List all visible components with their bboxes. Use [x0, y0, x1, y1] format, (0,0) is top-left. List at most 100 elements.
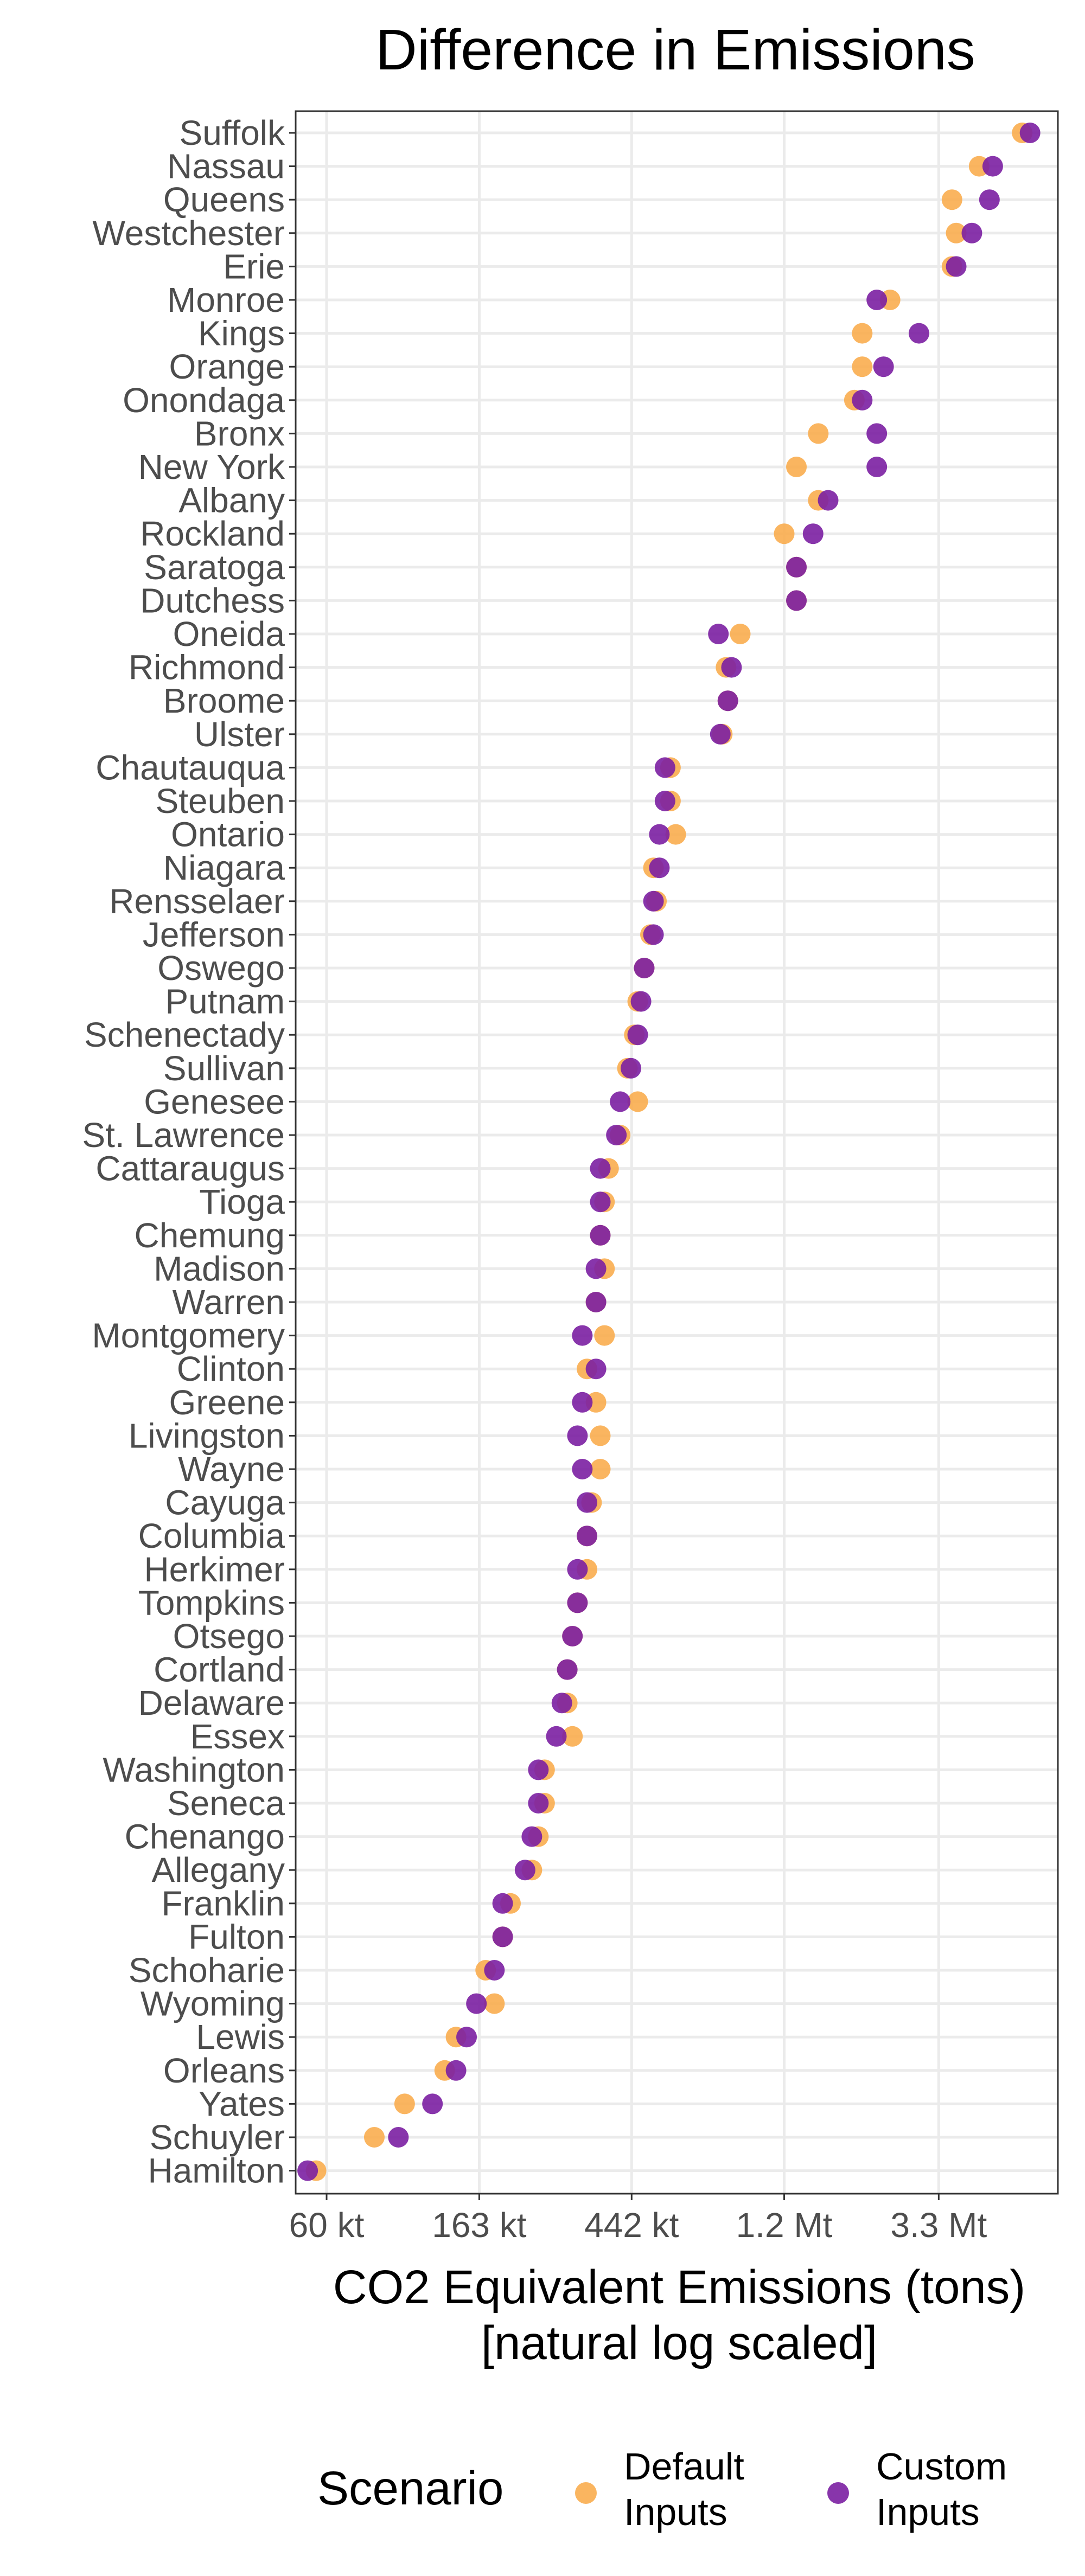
legend-title: Scenario: [317, 2462, 503, 2515]
x-axis: 60 kt 163 kt 442 kt 1.2 Mt 3.3 Mt: [289, 2194, 987, 2245]
point-custom-inputs: [445, 2060, 467, 2081]
y-tick-label: Livingston: [129, 1416, 285, 1455]
point-custom-inputs: [606, 1125, 627, 1145]
plot-panel: [296, 111, 1058, 2194]
point-custom-inputs: [643, 924, 664, 945]
point-custom-inputs: [492, 1893, 513, 1914]
point-custom-inputs: [643, 890, 664, 912]
legend-key: [575, 2482, 597, 2504]
point-custom-inputs: [456, 2027, 477, 2048]
y-tick-label: Cortland: [154, 1650, 285, 1689]
point-custom-inputs: [521, 1826, 542, 1847]
point-custom-inputs: [649, 824, 670, 845]
y-tick-label: Chemung: [135, 1216, 285, 1255]
point-custom-inputs: [567, 1592, 588, 1613]
y-tick-label: Cattaraugus: [95, 1149, 285, 1188]
point-custom-inputs: [866, 457, 888, 477]
point-custom-inputs: [982, 156, 1003, 177]
y-tick-label: Albany: [178, 481, 285, 520]
y-tick-label: Ontario: [171, 815, 285, 854]
y-tick-label: Putnam: [165, 982, 285, 1021]
y-tick-label: Greene: [169, 1383, 285, 1422]
point-default-inputs: [941, 189, 962, 210]
point-custom-inputs: [634, 958, 655, 978]
point-custom-inputs: [590, 1225, 611, 1246]
y-tick-label: Dutchess: [140, 581, 285, 620]
point-default-inputs: [730, 624, 751, 644]
point-custom-inputs: [422, 2093, 443, 2114]
y-tick-label: Rensselaer: [109, 882, 285, 921]
point-default-inputs: [946, 222, 967, 243]
grid-lines: [296, 111, 1058, 2194]
point-custom-inputs: [786, 590, 807, 611]
y-tick-label: Schenectady: [84, 1015, 285, 1054]
legend-label: Inputs: [624, 2491, 727, 2533]
point-default-inputs: [594, 1325, 615, 1346]
point-default-inputs: [394, 2093, 415, 2114]
x-tick-label: 60 kt: [289, 2206, 365, 2245]
y-tick-label: Suffolk: [180, 113, 286, 152]
y-tick-label: Allegany: [152, 1850, 285, 1889]
point-custom-inputs: [654, 791, 675, 811]
point-custom-inputs: [946, 256, 967, 277]
point-custom-inputs: [979, 189, 1000, 210]
y-tick-label: Yates: [199, 2084, 285, 2123]
legend-label: Default: [624, 2445, 744, 2488]
y-axis: SuffolkNassauQueensWestchesterErieMonroe…: [82, 113, 296, 2190]
y-tick-label: Hamilton: [148, 2151, 285, 2190]
point-default-inputs: [852, 323, 873, 344]
y-tick-label: St. Lawrence: [82, 1116, 285, 1155]
y-tick-label: Herkimer: [144, 1550, 285, 1589]
point-default-inputs: [627, 1091, 648, 1112]
y-tick-label: New York: [138, 447, 285, 486]
point-custom-inputs: [710, 723, 731, 745]
point-custom-inputs: [572, 1325, 593, 1346]
point-custom-inputs: [610, 1091, 631, 1112]
x-axis-title-line1: CO2 Equivalent Emissions (tons): [333, 2261, 1026, 2314]
legend-label: Custom: [876, 2445, 1007, 2488]
point-custom-inputs: [528, 1793, 549, 1814]
point-custom-inputs: [786, 556, 807, 578]
y-tick-label: Washington: [103, 1750, 285, 1789]
y-tick-label: Broome: [163, 681, 285, 720]
point-custom-inputs: [649, 857, 670, 879]
point-custom-inputs: [621, 1058, 642, 1079]
point-default-inputs: [562, 1726, 583, 1747]
point-default-inputs: [484, 1993, 505, 2014]
y-tick-label: Columbia: [138, 1516, 285, 1555]
y-tick-label: Seneca: [167, 1784, 285, 1823]
x-axis-title-line2: [natural log scaled]: [481, 2317, 877, 2369]
y-tick-label: Chenango: [125, 1817, 285, 1856]
y-tick-label: Wayne: [178, 1450, 285, 1489]
y-tick-label: Monroe: [167, 280, 285, 319]
point-custom-inputs: [818, 490, 839, 511]
point-custom-inputs: [484, 1960, 505, 1981]
point-default-inputs: [665, 824, 686, 845]
x-tick-label: 442 kt: [584, 2206, 679, 2245]
plot-area: [295, 110, 1059, 2195]
point-custom-inputs: [585, 1292, 607, 1312]
point-custom-inputs: [466, 1993, 487, 2014]
point-custom-inputs: [908, 323, 929, 344]
y-tick-label: Queens: [163, 180, 285, 219]
point-custom-inputs: [585, 1258, 607, 1279]
point-custom-inputs: [562, 1626, 583, 1646]
chart-title: Difference in Emissions: [375, 18, 975, 82]
point-custom-inputs: [1019, 123, 1041, 143]
point-custom-inputs: [577, 1526, 598, 1547]
y-tick-label: Chautauqua: [95, 748, 285, 787]
point-custom-inputs: [717, 690, 738, 712]
y-tick-label: Erie: [223, 247, 285, 286]
point-custom-inputs: [590, 1191, 611, 1213]
y-tick-label: Essex: [190, 1717, 285, 1756]
point-custom-inputs: [866, 423, 888, 444]
point-custom-inputs: [514, 1860, 535, 1881]
x-tick-label: 1.2 Mt: [736, 2206, 833, 2245]
y-tick-label: Cayuga: [165, 1483, 285, 1522]
y-tick-label: Sullivan: [163, 1049, 285, 1088]
y-tick-label: Otsego: [173, 1617, 285, 1656]
y-tick-label: Onondaga: [123, 381, 285, 420]
point-default-inputs: [808, 423, 829, 444]
